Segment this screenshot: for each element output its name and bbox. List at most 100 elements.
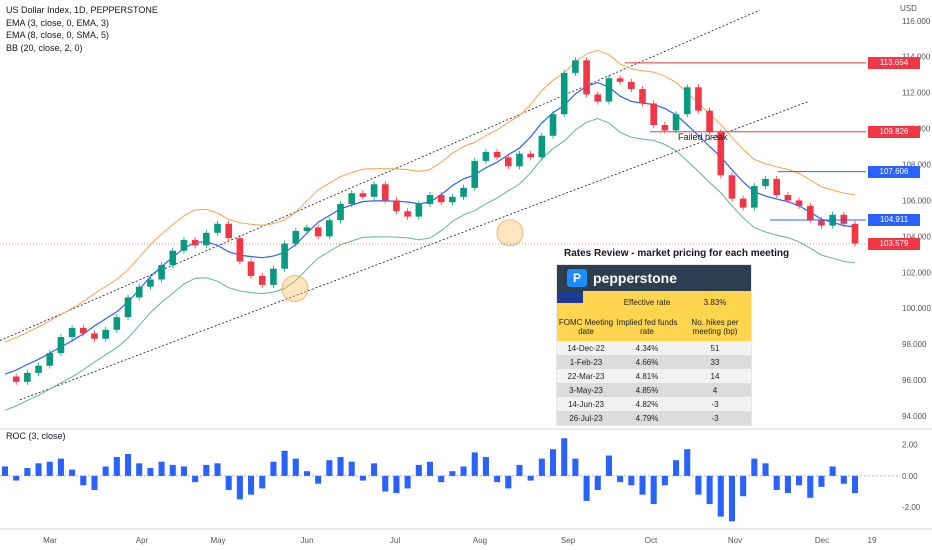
roc-bar xyxy=(460,466,467,476)
candle xyxy=(628,81,635,90)
candle xyxy=(169,250,177,266)
candle xyxy=(471,160,479,188)
candle xyxy=(135,286,143,298)
roc-bar xyxy=(1,466,9,476)
table-cell: -3 xyxy=(679,397,751,411)
roc-bar xyxy=(784,475,791,494)
candle xyxy=(851,223,859,244)
table-row: 26-Jul-23 4.79% -3 xyxy=(557,411,751,425)
col-header-date: FOMC Meeting date xyxy=(557,313,615,341)
roc-bar xyxy=(225,475,232,490)
price-level-tag: 107.606 xyxy=(868,165,920,178)
candle xyxy=(426,195,434,205)
candle xyxy=(57,336,65,354)
roc-bar xyxy=(236,475,243,500)
roc-tick-label: 0.00 xyxy=(902,472,918,481)
candle xyxy=(784,195,792,201)
candle xyxy=(393,200,400,212)
effective-rate-label: Effective rate xyxy=(615,291,679,313)
roc-bar xyxy=(382,475,389,492)
candle xyxy=(46,353,54,366)
price-level-tag: 113.654 xyxy=(868,56,920,69)
roc-bar xyxy=(471,452,478,476)
time-tick-label: May xyxy=(210,536,225,545)
roc-bar xyxy=(91,475,98,490)
roc-bar xyxy=(35,463,42,476)
price-tick-label: 100.000 xyxy=(902,304,931,313)
time-tick-label: Mar xyxy=(43,536,57,545)
roc-bar xyxy=(203,464,210,476)
candle xyxy=(326,220,333,237)
roc-bar xyxy=(807,475,814,498)
candle xyxy=(583,60,590,95)
roc-tick-label: -2.00 xyxy=(902,503,921,512)
col-header-hikes: No. hikes per meeting (bp) xyxy=(679,313,751,341)
candle xyxy=(35,365,42,373)
roc-bar xyxy=(773,475,780,490)
roc-bar xyxy=(572,458,579,476)
candle xyxy=(560,72,568,115)
candle xyxy=(661,124,669,131)
time-tick-label: Apr xyxy=(136,536,149,545)
table-cell: 26-Jul-23 xyxy=(557,411,615,425)
roc-bar xyxy=(57,458,64,476)
table-cell: 3-May-23 xyxy=(557,383,615,397)
roc-bar xyxy=(270,461,277,476)
candle xyxy=(605,78,613,102)
candle xyxy=(370,184,378,197)
time-tick-label: Dec xyxy=(815,536,829,545)
candle xyxy=(672,114,680,131)
candle xyxy=(337,204,344,221)
roc-bar xyxy=(348,461,355,476)
rates-review-title: Rates Review - market pricing for each m… xyxy=(564,248,790,259)
price-series xyxy=(12,57,859,385)
roc-bar xyxy=(740,475,747,497)
table-cell: 14 xyxy=(679,369,751,383)
candle xyxy=(270,268,277,285)
roc-bar xyxy=(851,475,859,494)
roc-bar xyxy=(404,475,411,489)
price-tick-label: 102.000 xyxy=(902,268,931,277)
candle xyxy=(504,157,512,167)
candle xyxy=(12,376,20,382)
candle xyxy=(404,211,411,217)
table-cell: 51 xyxy=(679,341,751,355)
roc-bar xyxy=(214,463,221,476)
table-cell: 4.82% xyxy=(615,397,679,411)
highlight-circle xyxy=(281,275,309,302)
candle xyxy=(247,261,255,276)
candle xyxy=(706,110,713,133)
table-row: 14-Jun-23 4.82% -3 xyxy=(557,397,751,411)
candle xyxy=(203,232,210,246)
time-tick-label: Jun xyxy=(301,536,314,545)
failed-break-annotation: Failed break xyxy=(678,132,728,142)
roc-bar xyxy=(438,475,445,483)
roc-bar xyxy=(505,475,512,489)
table-cell: 4.34% xyxy=(615,341,679,355)
trend-channel xyxy=(0,9,809,401)
roc-bar xyxy=(13,475,20,481)
candle xyxy=(516,153,523,167)
highlight-circle xyxy=(496,219,524,247)
roc-bar xyxy=(303,471,311,476)
candle xyxy=(773,178,781,196)
candle xyxy=(795,200,803,206)
candle xyxy=(650,103,657,125)
roc-bar xyxy=(695,475,702,495)
roc-bar xyxy=(561,438,568,476)
price-level-tag: 109.826 xyxy=(868,125,920,138)
roc-bar xyxy=(661,475,668,486)
candle xyxy=(527,153,534,158)
roc-histogram xyxy=(1,438,859,522)
candle xyxy=(124,297,132,318)
time-tick-label: Nov xyxy=(728,536,742,545)
candle xyxy=(818,220,825,226)
roc-bar xyxy=(751,458,758,476)
candle xyxy=(113,317,121,330)
time-tick-label: 19 xyxy=(868,536,877,545)
candle xyxy=(258,275,266,285)
currency-label: USD xyxy=(900,4,917,13)
table-cell: 33 xyxy=(679,355,751,369)
